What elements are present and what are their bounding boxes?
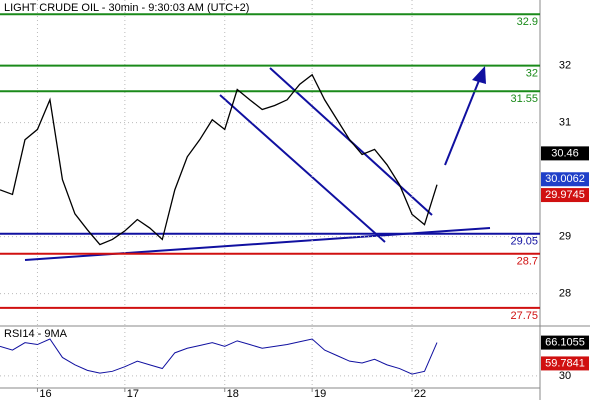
price-line [0,73,438,246]
level-label: 28.7 [517,256,538,268]
x-tick-label: 16 [39,388,51,400]
trend-line [219,94,386,243]
chart-title: LIGHT CRUDE OIL - 30min - 9:30:03 AM (UT… [4,2,249,14]
x-tick-label: 19 [314,388,326,400]
price-box [541,188,589,203]
price-label: 30.46 [551,147,579,159]
y-tick-label: 29 [559,231,571,243]
x-tick-label: 22 [414,388,426,400]
arrow [444,77,481,166]
level-label: 32 [526,67,538,79]
y-tick-label: 28 [559,288,571,300]
rsi-line [0,338,438,375]
x-tick-label: 17 [127,388,139,400]
level-label: 27.75 [510,310,538,322]
x-tick-label: 18 [227,388,239,400]
level-label: 31.55 [510,93,538,105]
rsi-value: 66.1055 [545,337,585,349]
y-tick-label: 32 [559,59,571,71]
rsi-box [541,335,589,350]
arrow-head [472,66,486,84]
y-tick-label: 30 [559,370,571,382]
rsi-ma-value: 59.7841 [545,357,585,369]
price-box [541,146,589,161]
y-tick-label: 31 [559,116,571,128]
rsi-label: RSI14 - 9MA [4,328,68,340]
level-label: 32.9 [517,16,538,28]
rsi-ma-box [541,356,589,371]
price-label: 30.0062 [545,173,585,185]
price-box [541,172,589,187]
price-label: 29.9745 [545,189,585,201]
level-label: 29.05 [510,236,538,248]
